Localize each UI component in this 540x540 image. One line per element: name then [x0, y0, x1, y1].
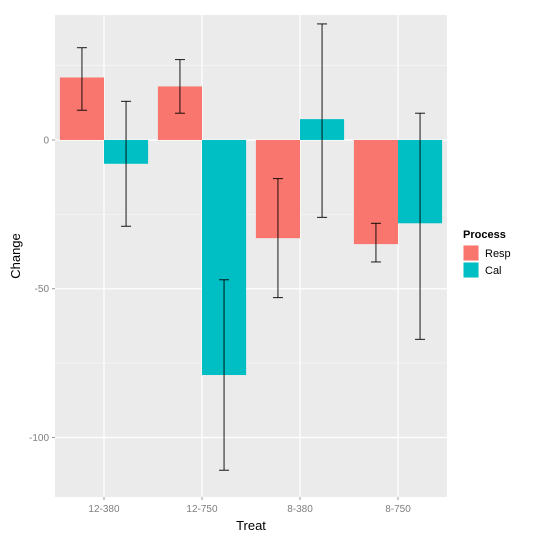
legend-swatch-cal: [463, 262, 479, 278]
y-tick-labels: 0 -50 -100: [29, 135, 55, 444]
y-tick-label: -50: [35, 284, 50, 295]
plot-panel: [55, 15, 447, 497]
error-bar-cal-8-750: [415, 112, 426, 340]
x-tick-labels: 12-380 12-750 8-380 8-750: [88, 497, 411, 515]
x-tick-label: 12-750: [186, 504, 218, 515]
legend-title: Process: [463, 229, 506, 241]
error-bar-resp-12-750: [174, 59, 185, 114]
error-bars: [76, 23, 426, 471]
x-tick-label: 8-750: [385, 504, 411, 515]
error-bar-resp-8-750: [370, 222, 381, 263]
error-bar-resp-12-380: [76, 47, 87, 111]
legend-swatch-resp: [463, 245, 479, 261]
error-bar-resp-8-380: [272, 178, 283, 299]
legend-label-resp: Resp: [485, 248, 511, 260]
legend: Process Resp Cal: [462, 229, 511, 279]
x-axis-title: Treat: [236, 518, 266, 533]
y-tick-label: -100: [29, 433, 49, 444]
error-bar-cal-8-380: [317, 23, 328, 218]
x-tick-label: 12-380: [88, 504, 120, 515]
y-tick-label: 0: [43, 135, 49, 146]
error-bar-cal-12-750: [219, 279, 230, 471]
x-tick-label: 8-380: [287, 504, 313, 515]
y-axis-title: Change: [8, 233, 23, 279]
error-bar-cal-12-380: [121, 100, 132, 227]
legend-label-cal: Cal: [485, 265, 502, 277]
